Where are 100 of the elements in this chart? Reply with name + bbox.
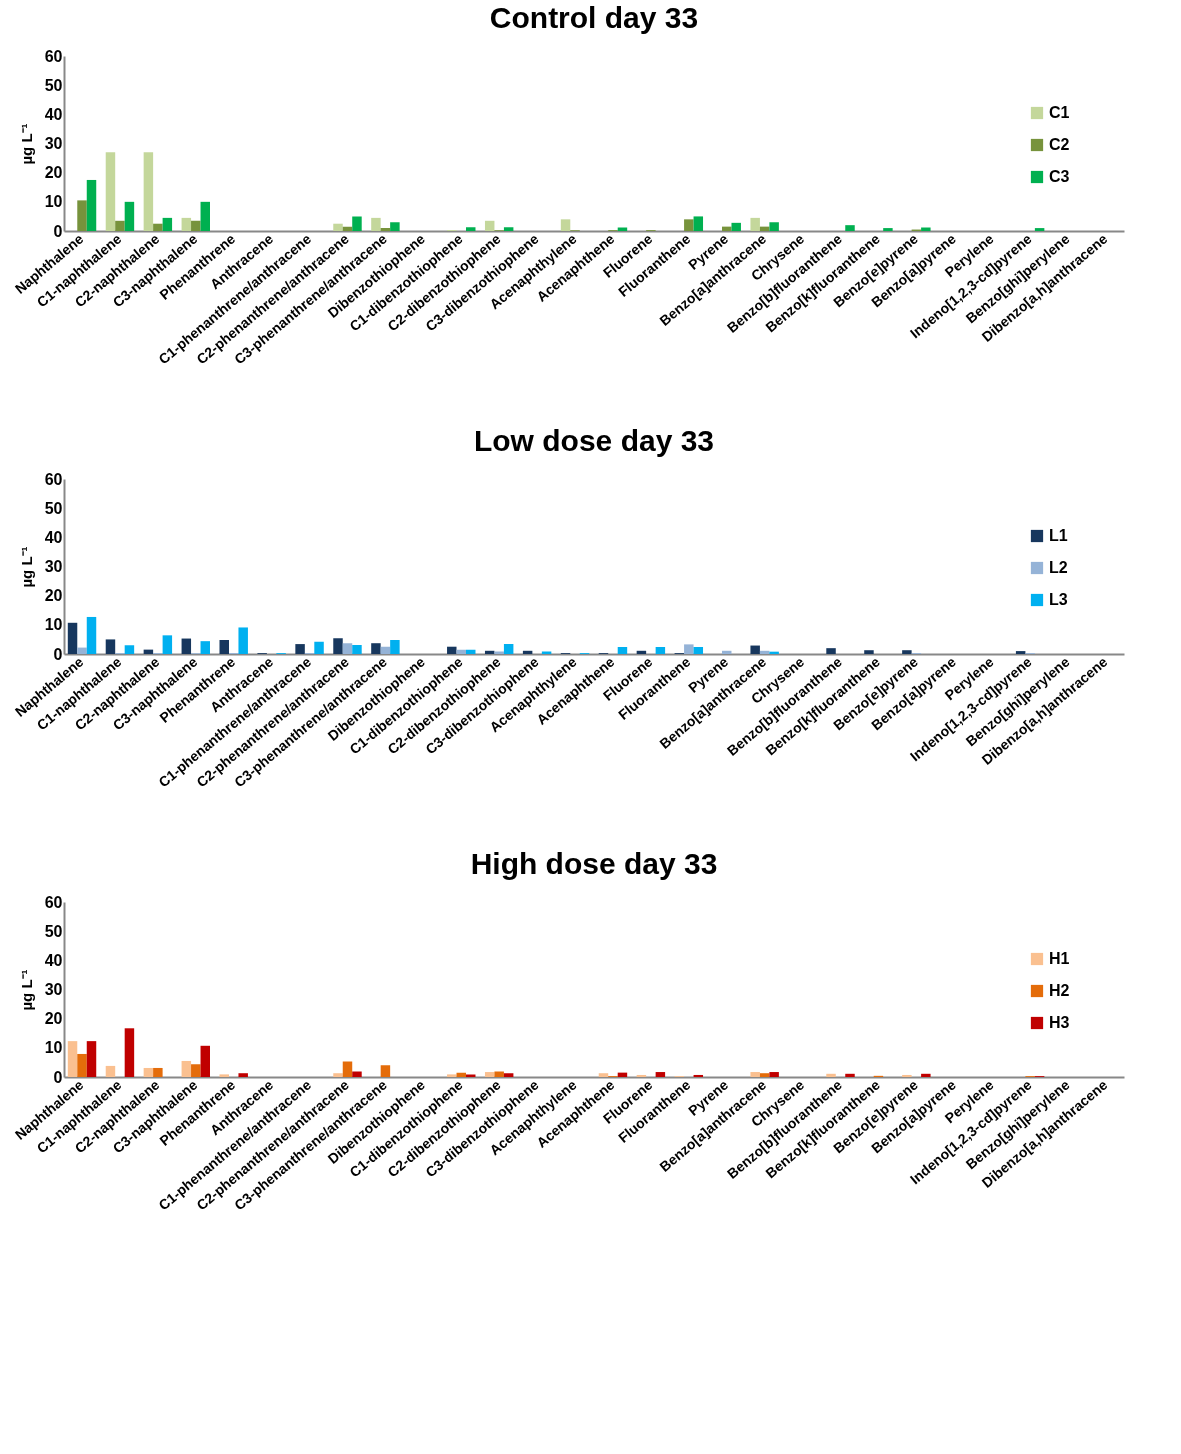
bar <box>124 1028 135 1077</box>
y-tick-label: 40 <box>44 528 63 546</box>
bar <box>67 622 78 654</box>
bar <box>371 643 381 654</box>
bar <box>86 1041 97 1077</box>
bar <box>219 640 229 654</box>
y-tick-label: 30 <box>44 135 63 152</box>
bar <box>503 227 514 231</box>
bar <box>181 217 192 231</box>
bar <box>390 222 400 231</box>
bar <box>693 647 704 654</box>
bar <box>845 225 855 231</box>
bar <box>845 1073 855 1077</box>
bar <box>124 201 135 231</box>
y-tick-label: 20 <box>44 164 63 182</box>
bar <box>655 1072 666 1077</box>
bar <box>494 1071 504 1077</box>
bar <box>494 651 504 654</box>
bar <box>655 647 666 654</box>
legend-label: C3 <box>1049 168 1070 185</box>
bar <box>238 627 248 654</box>
bar <box>219 1074 229 1077</box>
bar <box>921 1073 931 1077</box>
bar <box>191 220 201 231</box>
bar <box>902 650 912 654</box>
bar <box>77 1053 87 1077</box>
bar <box>342 643 353 654</box>
bar <box>295 644 305 654</box>
bar <box>636 1074 647 1077</box>
y-tick-label: 30 <box>44 558 63 575</box>
y-axis-title: µg L⁻¹ <box>17 123 35 165</box>
chart-title: Control day 33 <box>489 1 699 34</box>
bar <box>484 220 495 231</box>
bar <box>380 646 391 654</box>
legend-label: H1 <box>1049 950 1070 967</box>
bar <box>466 1074 476 1077</box>
legend-label: H2 <box>1049 982 1070 999</box>
legend-label: L2 <box>1049 559 1068 576</box>
y-tick-label: 0 <box>53 645 63 663</box>
bar <box>769 222 779 231</box>
y-tick-label: 10 <box>44 1039 63 1057</box>
bar <box>314 641 324 654</box>
bar <box>598 1073 609 1077</box>
bar <box>759 650 770 654</box>
bar <box>484 1072 495 1077</box>
bar <box>143 152 154 231</box>
bar <box>759 1073 770 1077</box>
chart-title: Low dose day 33 <box>473 424 715 457</box>
y-axis-title: µg L⁻¹ <box>17 546 35 588</box>
bar <box>826 1073 836 1077</box>
bar <box>105 152 116 231</box>
bar <box>352 644 362 654</box>
bar <box>390 640 400 654</box>
bar <box>503 1073 514 1077</box>
bar <box>352 216 362 231</box>
bar <box>86 616 97 654</box>
bar <box>191 1064 201 1077</box>
chart-title: High dose day 33 <box>470 847 718 880</box>
bar <box>105 639 116 654</box>
y-tick-label: 20 <box>44 1010 63 1028</box>
y-tick-label: 60 <box>44 470 63 488</box>
legend-label: C2 <box>1049 136 1070 153</box>
bar <box>1034 228 1045 231</box>
y-tick-label: 40 <box>44 951 63 969</box>
bar <box>105 1065 116 1077</box>
bar <box>636 650 647 654</box>
bar <box>1015 651 1026 654</box>
bar <box>560 219 571 231</box>
bar <box>181 1060 192 1077</box>
bar <box>143 1067 154 1077</box>
bar <box>342 1061 353 1077</box>
y-tick-label: 60 <box>44 47 63 65</box>
bar <box>200 1045 211 1077</box>
bar <box>484 650 495 654</box>
bar <box>750 1072 760 1077</box>
bar <box>447 1074 457 1077</box>
bar <box>750 217 760 231</box>
bar <box>352 1071 362 1077</box>
bar <box>731 222 741 231</box>
bar <box>522 650 533 654</box>
bar <box>153 223 163 231</box>
bar <box>238 1073 248 1077</box>
bar <box>921 227 931 231</box>
bar <box>162 635 173 654</box>
bar <box>693 216 704 231</box>
legend-label: L3 <box>1049 591 1068 608</box>
bar <box>86 179 97 231</box>
bar <box>333 1073 343 1077</box>
bar <box>864 650 874 654</box>
bar <box>333 638 343 654</box>
bar <box>769 1072 779 1077</box>
y-tick-label: 30 <box>44 981 63 998</box>
bar <box>684 219 694 231</box>
y-tick-label: 50 <box>44 922 63 940</box>
bar <box>153 1067 163 1077</box>
legend-label: L1 <box>1049 527 1068 544</box>
y-tick-label: 10 <box>44 193 63 211</box>
bar <box>162 217 173 231</box>
legend-label: H3 <box>1049 1014 1070 1031</box>
bar <box>693 1074 704 1077</box>
